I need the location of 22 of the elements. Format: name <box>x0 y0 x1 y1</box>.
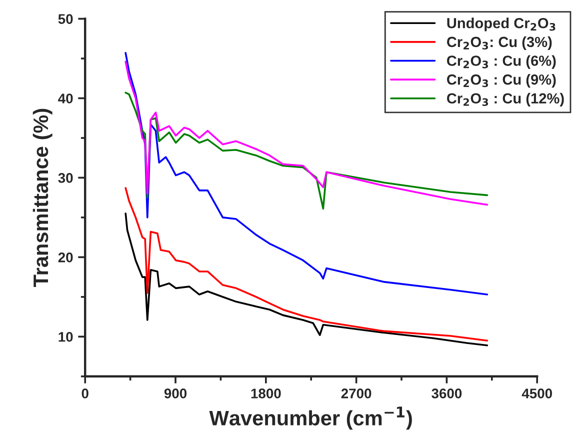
legend-label: Cr$_{2}$O$_{3}$ : Cu (6%) <box>446 55 556 69</box>
y-tick-label: 20 <box>58 252 73 262</box>
x-tick-label: 0 <box>82 388 88 398</box>
legend-label: Cr$_{2}$O$_{3}$ : Cu (12%) <box>446 92 564 106</box>
x-tick-label: 1800 <box>251 388 281 398</box>
y-tick-label: 40 <box>58 94 73 104</box>
y-axis-title: Transmittance (%) <box>32 108 52 288</box>
line-series <box>124 52 488 296</box>
legend-label: Undoped Cr$_{2}$O$_{3}$ <box>447 18 556 32</box>
legend-label: Cr$_{2}$O$_{3}$ : Cu (9%) <box>446 74 556 88</box>
line-series <box>124 212 488 346</box>
x-tick-label: 2700 <box>341 388 372 398</box>
x-tick-label: 4500 <box>522 388 552 398</box>
y-tick-label: 10 <box>58 332 73 342</box>
line-series <box>124 92 488 210</box>
y-tick-label: 50 <box>58 14 73 24</box>
x-tick-label: 900 <box>164 388 187 398</box>
line-series <box>124 187 488 342</box>
y-tick-label: 30 <box>58 173 73 183</box>
x-axis-title: Wavenumber (cm$^{−1}$) <box>209 406 412 430</box>
x-tick-label: 3600 <box>432 388 462 398</box>
legend-label: Cr$_{2}$O$_{3}$: Cu (3%) <box>446 36 552 50</box>
